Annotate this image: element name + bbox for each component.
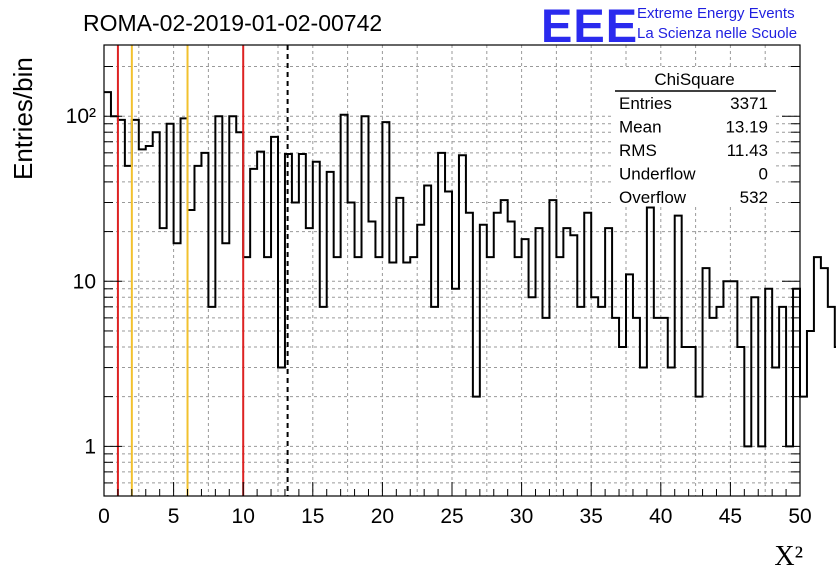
histogram-step-line (104, 91, 836, 448)
x-axis-label: X² (774, 541, 803, 572)
stats-row-label: Entries (619, 94, 672, 113)
stats-row-value: 3371 (730, 94, 768, 113)
y-axis-label: Entries/bin (8, 57, 38, 180)
y-tick-label: 1 (84, 435, 96, 458)
x-tick-label: 10 (232, 505, 255, 528)
stats-row-value: 0 (759, 165, 768, 184)
x-tick-label: 50 (788, 505, 811, 528)
reference-lines (116, 45, 289, 496)
x-tick-label: 40 (649, 505, 672, 528)
stats-box-title: ChiSquare (654, 70, 734, 89)
axis-ticks (103, 66, 801, 496)
logo-caption-line1: Extreme Energy Events (637, 5, 795, 22)
x-tick-label: 20 (371, 505, 394, 528)
axis-tick-labels: 0 5 10 15 20 25 30 35 40 45 50 1 10 10² (66, 105, 812, 528)
x-tick-label: 5 (168, 505, 180, 528)
stats-row-label: Mean (619, 118, 662, 137)
histogram-bars (104, 91, 836, 448)
stats-row-label: RMS (619, 141, 657, 160)
stats-row-value: 11.43 (727, 141, 768, 160)
y-tick-label: 10² (66, 105, 96, 128)
stats-row-value: 532 (740, 188, 768, 207)
x-tick-label: 0 (98, 505, 110, 528)
stats-row-value: 13.19 (725, 118, 768, 137)
x-tick-label: 30 (510, 505, 533, 528)
stats-row-label: Overflow (619, 188, 687, 207)
logo-caption-line2: La Scienza nelle Scuole (637, 25, 798, 42)
x-tick-label: 35 (580, 505, 603, 528)
eee-logo: EEE (541, 0, 639, 52)
x-tick-label: 25 (440, 505, 463, 528)
grid (104, 45, 800, 496)
stats-row-label: Underflow (619, 165, 696, 184)
x-tick-label: 45 (719, 505, 742, 528)
y-tick-label: 10 (73, 270, 96, 293)
chart-title: ROMA-02-2019-01-02-00742 (83, 10, 383, 36)
stats-box: ChiSquare Entries 3371 Mean 13.19 RMS 11.43 Und… (613, 68, 776, 207)
x-tick-label: 15 (301, 505, 324, 528)
